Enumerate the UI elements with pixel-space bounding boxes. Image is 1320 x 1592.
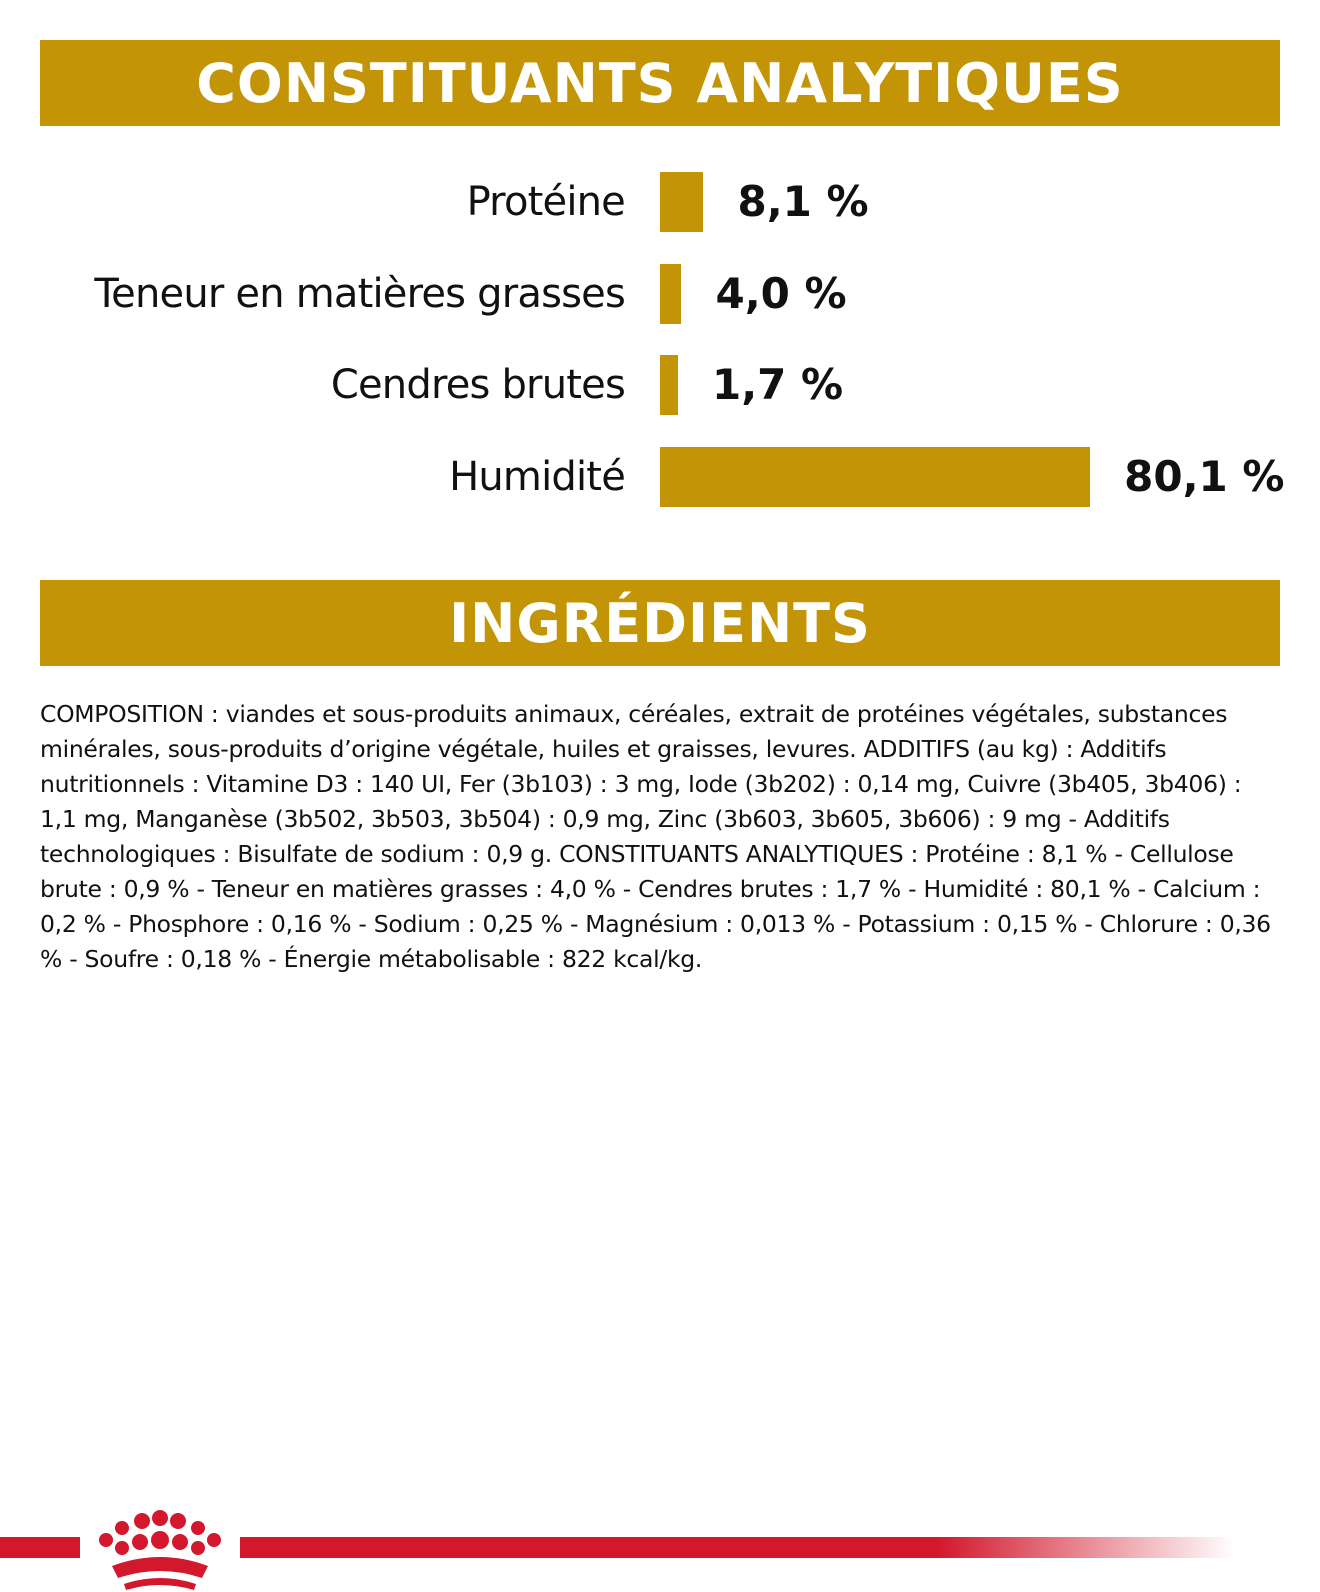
category-label: Cendres brutes <box>330 362 626 408</box>
category-label: Humidité <box>449 453 626 500</box>
ingredients-banner: INGRÉDIENTS <box>40 580 1280 666</box>
composition-text: COMPOSITION : viandes et sous-produits a… <box>40 700 1271 973</box>
data-label: 4,0 % <box>715 268 847 318</box>
chart-row: Protéine 8,1 % <box>0 172 1320 232</box>
crown-band <box>112 1557 208 1578</box>
crown-dots <box>99 1510 221 1555</box>
data-label: 1,7 % <box>712 360 844 409</box>
analytics-title: CONSTITUANTS ANALYTIQUES <box>196 51 1124 115</box>
category-label: Teneur en matières grasses <box>94 270 625 317</box>
bar <box>660 355 678 415</box>
bar <box>660 446 1091 507</box>
chart-row: Cendres brutes 1,7 % <box>0 355 1320 415</box>
data-label: 8,1 % <box>737 177 869 226</box>
chart-row: Teneur en matières grasses 4,0 % <box>0 263 1320 324</box>
analytics-banner: CONSTITUANTS ANALYTIQUES <box>40 40 1280 126</box>
category-label: Protéine <box>466 179 626 225</box>
ingredients-title: INGRÉDIENTS <box>449 591 871 655</box>
royal-canin-crown-logo <box>99 1510 221 1590</box>
bar <box>660 172 704 232</box>
crown-base <box>124 1578 196 1590</box>
bar <box>660 263 682 324</box>
data-label: 80,1 % <box>1124 451 1285 501</box>
footer-brand-line-left <box>0 1537 80 1558</box>
footer-brand-line-right <box>240 1537 1235 1558</box>
chart-row: Humidité 80,1 % <box>0 446 1320 507</box>
